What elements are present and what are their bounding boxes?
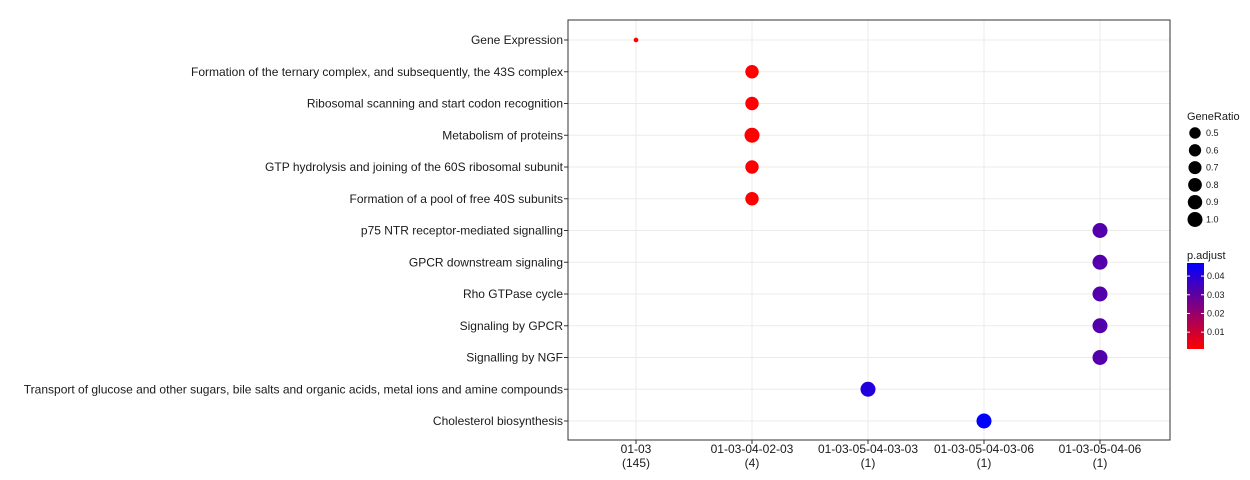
p-adjust-tick-label: 0.03 xyxy=(1207,290,1225,300)
y-tick-label: Cholesterol biosynthesis xyxy=(433,414,563,428)
x-tick-count: (1) xyxy=(977,456,992,470)
y-tick-label: Formation of a pool of free 40S subunits xyxy=(350,192,563,206)
gene-ratio-legend: GeneRatio 0.5 0.6 0.7 0.8 0.9 1.0 xyxy=(1187,111,1240,227)
data-point xyxy=(745,160,759,174)
y-tick-label: Gene Expression xyxy=(471,33,563,47)
grid-lines xyxy=(568,20,1170,440)
data-point xyxy=(1092,223,1108,238)
gene-ratio-legend-label: 0.8 xyxy=(1206,180,1219,190)
data-point xyxy=(860,381,876,397)
x-tick-count: (1) xyxy=(1093,456,1108,470)
p-adjust-tick-label: 0.02 xyxy=(1207,308,1225,318)
y-tick-label: GPCR downstream signaling xyxy=(409,255,563,269)
gene-ratio-legend-key xyxy=(1187,195,1203,210)
y-tick-label: Signaling by GPCR xyxy=(460,319,564,333)
data-point xyxy=(1092,254,1108,270)
x-tick-label: 01-03-04-02-03 xyxy=(711,442,794,456)
gene-ratio-legend-label: 1.0 xyxy=(1206,215,1219,225)
y-tick-label: Transport of glucose and other sugars, b… xyxy=(24,382,563,396)
x-tick-count: (145) xyxy=(622,456,650,470)
y-tick-label: Formation of the ternary complex, and su… xyxy=(191,65,563,79)
data-point xyxy=(745,65,759,79)
y-tick-label: Signalling by NGF xyxy=(466,351,563,365)
gene-ratio-legend-key xyxy=(1188,161,1202,175)
y-tick-label: p75 NTR receptor-mediated signalling xyxy=(361,224,563,238)
gene-ratio-legend-key xyxy=(1188,144,1202,157)
data-points xyxy=(633,37,1108,429)
gene-ratio-legend-label: 0.5 xyxy=(1206,128,1219,138)
x-tick-label: 01-03-05-04-03-03 xyxy=(818,442,918,456)
p-adjust-legend: p.adjust 0.01 0.02 0.03 0.04 xyxy=(1187,250,1226,349)
x-tick-count: (4) xyxy=(745,456,760,470)
data-point xyxy=(633,37,639,43)
data-point xyxy=(1092,318,1108,334)
gene-ratio-legend-key xyxy=(1188,178,1202,192)
p-adjust-tick-label: 0.04 xyxy=(1207,271,1225,281)
gene-ratio-legend-key xyxy=(1189,127,1201,139)
x-axis: 01-03(145) 01-03-04-02-03(4) 01-03-05-04-0… xyxy=(621,440,1142,470)
x-tick-label: 01-03-05-04-06 xyxy=(1059,442,1142,456)
data-point xyxy=(744,127,760,143)
data-point xyxy=(745,96,759,111)
y-tick-label: GTP hydrolysis and joining of the 60S ri… xyxy=(265,160,564,174)
gene-ratio-legend-title: GeneRatio xyxy=(1187,111,1240,123)
gene-ratio-legend-key xyxy=(1187,212,1203,227)
p-adjust-colorbar xyxy=(1187,263,1204,349)
x-tick-label: 01-03 xyxy=(621,442,652,456)
y-tick-label: Metabolism of proteins xyxy=(442,128,563,142)
gene-ratio-legend-label: 0.7 xyxy=(1206,163,1219,173)
gene-ratio-legend-label: 0.6 xyxy=(1206,145,1219,155)
gene-ratio-legend-label: 0.9 xyxy=(1206,197,1219,207)
x-tick-label: 01-03-05-04-03-06 xyxy=(934,442,1034,456)
data-point xyxy=(976,413,992,429)
data-point xyxy=(1092,350,1108,365)
data-point xyxy=(1092,286,1108,302)
p-adjust-tick-label: 0.01 xyxy=(1207,327,1225,337)
data-point xyxy=(745,192,759,206)
y-tick-label: Rho GTPase cycle xyxy=(463,287,563,301)
y-tick-label: Ribosomal scanning and start codon recog… xyxy=(307,97,563,111)
y-axis: Gene Expression Formation of the ternary … xyxy=(24,33,568,428)
x-tick-count: (1) xyxy=(861,456,876,470)
p-adjust-legend-title: p.adjust xyxy=(1187,250,1226,262)
